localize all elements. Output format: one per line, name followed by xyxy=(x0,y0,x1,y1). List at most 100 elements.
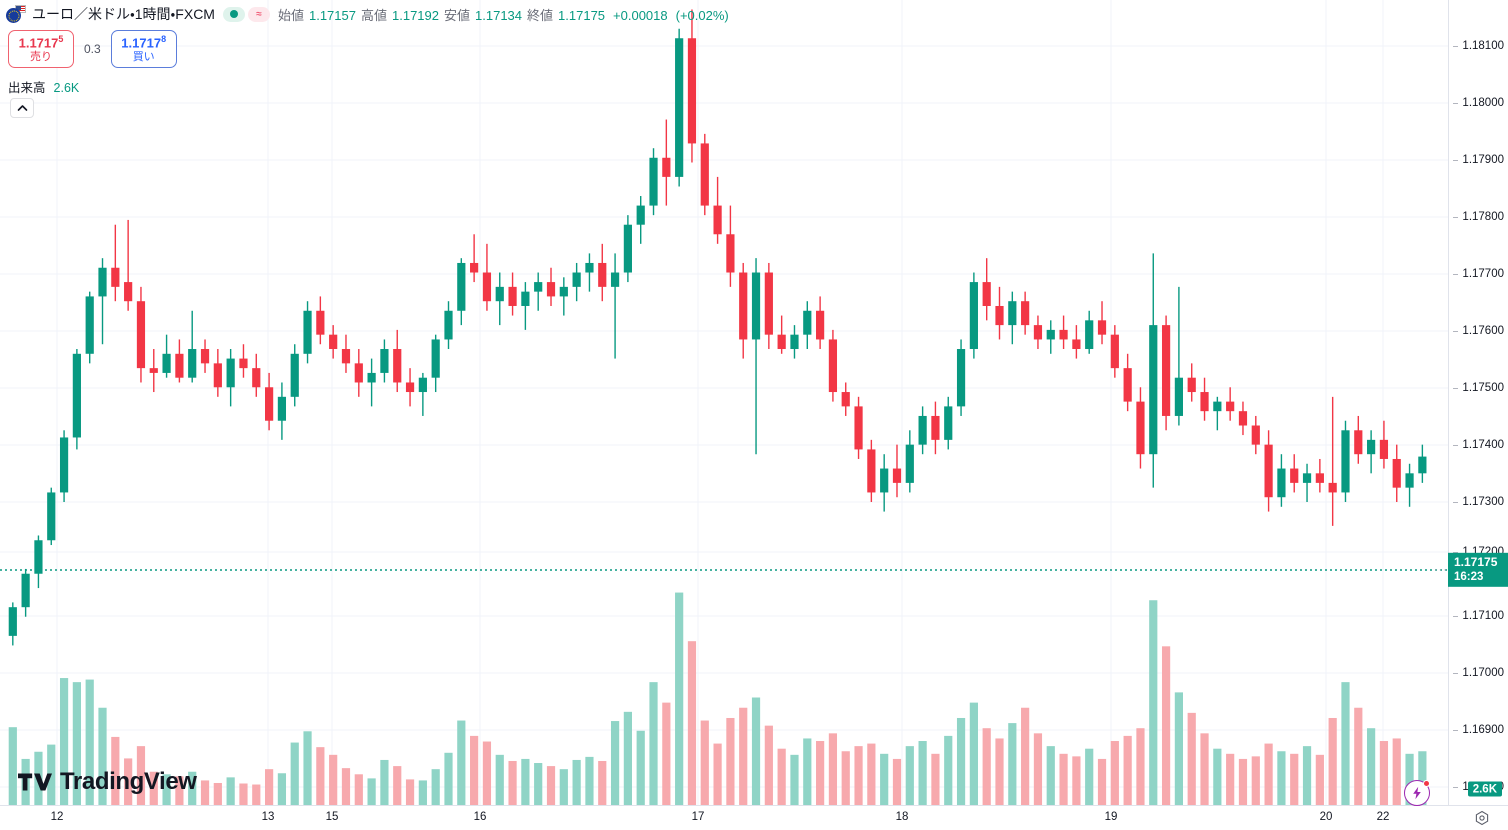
approx-icon[interactable]: ≈ xyxy=(247,6,270,22)
volume-bar xyxy=(354,774,363,805)
legend-badges: ≈ xyxy=(222,6,270,22)
volume-bar xyxy=(495,754,504,805)
open-label: 始値 xyxy=(277,7,304,23)
chart-plot-area[interactable] xyxy=(0,0,1448,805)
trade-buttons: 1.17175 売り 0.3 1.17178 買い xyxy=(8,30,177,68)
volume-bar xyxy=(1085,748,1094,805)
volume-bar xyxy=(892,758,902,805)
volume-bar xyxy=(841,751,850,805)
volume-bar xyxy=(559,769,568,805)
candle-body xyxy=(1149,325,1158,455)
candle-body xyxy=(431,339,440,378)
candle-body xyxy=(1238,411,1248,426)
candle-body xyxy=(1072,339,1081,350)
volume-bar xyxy=(854,746,863,805)
green-dot-icon[interactable] xyxy=(222,6,245,22)
price-tick: 1.17600 xyxy=(1453,325,1504,337)
volume-bar xyxy=(636,730,645,805)
notification-dot-icon xyxy=(1423,780,1430,787)
volume-bar xyxy=(726,717,735,805)
collapse-pane-button[interactable] xyxy=(10,98,34,118)
volume-bar xyxy=(1059,753,1068,805)
eur-usd-flags-icon xyxy=(6,5,26,23)
candle-body xyxy=(72,353,81,438)
volume-bar xyxy=(59,678,69,805)
candle-body xyxy=(1174,377,1183,416)
time-axis[interactable]: 12 13 15 16 17 18 19 20 22 xyxy=(0,805,1508,830)
candle-body xyxy=(367,372,376,383)
volume-bar xyxy=(687,641,697,805)
high-label: 高値 xyxy=(360,7,387,23)
price-axis[interactable]: 1.18100 1.18000 1.17900 1.17800 1.17700 1.176… xyxy=(1448,0,1508,805)
volume-bar xyxy=(213,782,222,805)
volume-bar xyxy=(367,778,376,805)
candle-body xyxy=(1046,329,1055,340)
candle-body xyxy=(1226,401,1235,412)
volume-bar xyxy=(418,780,427,805)
symbol-title[interactable]: ユーロ／米ドル・1時間・FXCM xyxy=(32,6,215,22)
volume-bar xyxy=(200,780,210,805)
candle-body xyxy=(841,392,850,407)
price-tick: 1.17300 xyxy=(1453,496,1504,508)
open-value: 1.17157 xyxy=(308,7,356,23)
volume-bar xyxy=(1290,753,1299,805)
volume-bar xyxy=(8,727,17,805)
volume-bar xyxy=(393,766,402,805)
candle-body xyxy=(713,205,722,235)
price-tick: 1.17000 xyxy=(1453,667,1504,679)
candle-body xyxy=(1200,392,1209,412)
volume-bar xyxy=(124,758,133,805)
volume-bar xyxy=(803,738,812,805)
candle-body xyxy=(1123,368,1132,402)
volume-bar xyxy=(1379,741,1389,805)
volume-bar xyxy=(1354,707,1363,805)
axis-settings-icon[interactable] xyxy=(1474,810,1490,826)
volume-bar xyxy=(1046,746,1055,805)
volume-bar xyxy=(329,754,338,805)
volume-bar xyxy=(534,763,543,805)
chevron-up-icon xyxy=(17,105,27,111)
candle-body xyxy=(700,143,709,206)
time-tick: 13 xyxy=(261,811,275,823)
candle-body xyxy=(252,368,261,388)
time-tick: 16 xyxy=(473,811,487,823)
volume-bar xyxy=(34,751,43,805)
volume-bar xyxy=(623,711,632,805)
volume-bar xyxy=(290,742,299,805)
candle-body xyxy=(1136,401,1145,455)
volume-bar xyxy=(867,743,876,805)
volume-bar xyxy=(944,735,953,805)
volume-bar xyxy=(1302,746,1312,805)
volume-bar xyxy=(969,702,978,805)
candle-body xyxy=(8,607,17,636)
volume-bar xyxy=(918,741,927,805)
price-tick: 1.17400 xyxy=(1453,439,1504,451)
volume-bar xyxy=(47,744,56,805)
volume-bar xyxy=(316,747,325,805)
candle-body xyxy=(393,349,402,383)
current-price-tag[interactable]: 1.17175 16:23 xyxy=(1448,552,1508,588)
candle-body xyxy=(457,262,466,311)
candle-body xyxy=(21,573,30,608)
volume-bar xyxy=(380,759,389,805)
candle-body xyxy=(111,267,120,287)
lightning-bolt-button[interactable] xyxy=(1404,780,1430,806)
candle-body xyxy=(1264,444,1273,498)
volume-legend[interactable]: 出来高 2.6K xyxy=(8,77,79,96)
candle-body xyxy=(598,262,607,287)
volume-bar xyxy=(931,753,940,805)
buy-button[interactable]: 1.17178 買い xyxy=(110,30,177,68)
volume-bar xyxy=(675,592,684,805)
volume-bar xyxy=(1110,741,1119,805)
volume-bar xyxy=(239,783,248,805)
candle-body xyxy=(892,468,902,483)
volume-bar xyxy=(598,760,607,805)
candle-body xyxy=(1187,377,1196,393)
sell-button[interactable]: 1.17175 売り xyxy=(8,30,74,68)
candle-body xyxy=(1302,473,1312,483)
volume-bar xyxy=(265,769,274,805)
candle-body xyxy=(534,282,543,292)
change-percent: (+0.02%) xyxy=(675,7,729,23)
price-tick: 1.17700 xyxy=(1453,268,1504,280)
volume-bar xyxy=(21,758,30,805)
